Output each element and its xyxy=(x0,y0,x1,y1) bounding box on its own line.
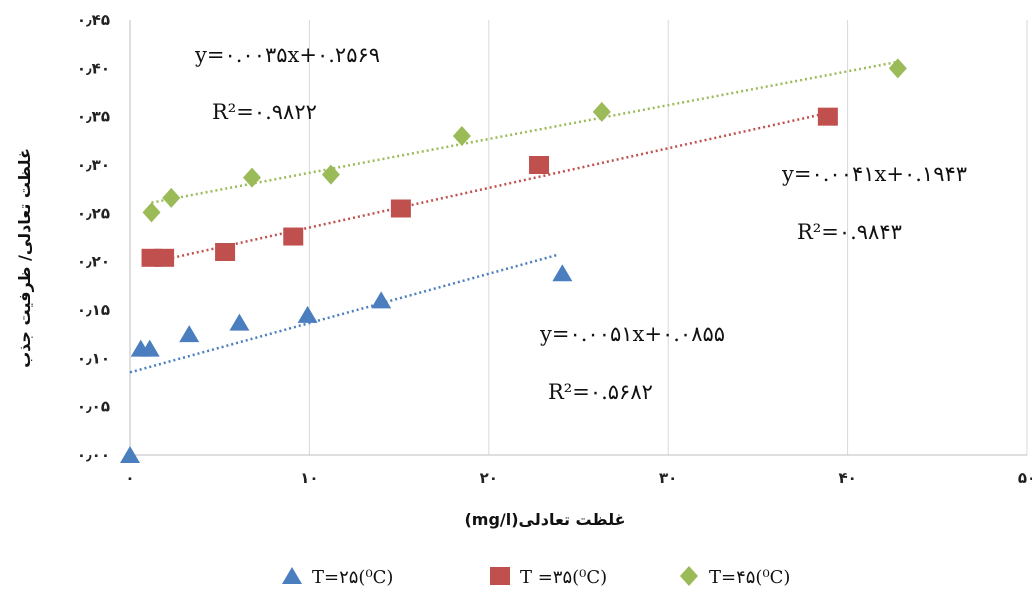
point-diamond xyxy=(592,101,611,122)
y-tick-label: ۰٫۰۵ xyxy=(77,398,110,416)
point-triangle xyxy=(179,325,200,343)
point-square xyxy=(390,199,411,218)
legend-marker-triangle xyxy=(282,567,302,584)
equation-diamond: y=۰.۰۰۳۵x+۰.۲۵۶۹ xyxy=(194,43,380,67)
y-tick-label: ۰٫۳۵ xyxy=(77,108,110,126)
point-diamond xyxy=(321,164,340,185)
point-triangle xyxy=(120,446,140,463)
y-tick-label: ۰٫۱۰ xyxy=(77,349,110,367)
legend-label-diamond: T=۴۵(⁰C) xyxy=(709,567,790,588)
trendlines xyxy=(129,60,899,374)
point-diamond xyxy=(142,202,161,223)
y-tick-label: ۰٫۳۰ xyxy=(77,156,110,174)
y-tick-label: ۰٫۲۵ xyxy=(77,204,110,222)
x-axis-title: غلظت تعادلی(mg/l) xyxy=(464,510,625,529)
x-tick-label: ۴۰ xyxy=(838,469,856,487)
y-tick-label: ۰٫۰۰ xyxy=(77,446,110,464)
point-triangle xyxy=(552,264,573,282)
point-square xyxy=(215,243,236,261)
trendline-triangle xyxy=(129,253,558,374)
legend-label-square: T =۳۵(⁰C) xyxy=(520,567,607,588)
x-tick-label: ۱۰ xyxy=(300,469,318,487)
trendline-square xyxy=(147,111,829,265)
r-squared-square: R²=۰.۹۸۴۳ xyxy=(797,220,902,244)
point-diamond xyxy=(888,58,907,79)
point-diamond xyxy=(242,167,261,188)
legend-marker-square xyxy=(490,567,510,585)
y-tick-label: ۰٫۲۰ xyxy=(77,253,110,271)
data-points xyxy=(120,58,907,463)
y-axis-title: غلظت تعادلی/ ظرفیت جذب xyxy=(15,148,34,368)
legend-marker-diamond xyxy=(680,566,698,586)
x-tick-label: ۰ xyxy=(125,469,134,487)
equation-triangle: y=۰.۰۰۵۱x+۰.۰۸۵۵ xyxy=(539,322,725,346)
r-squared-triangle: R²=۰.۵۶۸۲ xyxy=(548,380,653,404)
point-triangle xyxy=(371,291,392,309)
point-diamond xyxy=(452,126,471,146)
point-triangle xyxy=(229,313,250,331)
equation-square: y=۰.۰۰۴۱x+۰.۱۹۴۳ xyxy=(781,162,967,186)
y-tick-label: ۰٫۴۵ xyxy=(77,11,110,29)
point-square xyxy=(283,227,304,246)
tick-labels: ۰ ۱۰ ۲۰ ۳۰ ۴۰ ۵۰ ۰٫۰۰ ۰٫۰۵ ۰٫۱۰ ۰٫۱۵ ۰٫۲۰ ۰٫۲۵ ۰٫۳۰ ۰… xyxy=(77,11,1032,487)
x-tick-label: ۲۰ xyxy=(480,469,498,487)
point-triangle xyxy=(297,305,318,323)
point-diamond xyxy=(162,187,181,208)
legend-label-triangle: T=۲۵(⁰C) xyxy=(312,567,393,588)
x-tick-label: ۵۰ xyxy=(1018,469,1032,487)
r-squared-diamond: R²=۰.۹۸۲۲ xyxy=(212,100,317,124)
y-tick-label: ۰٫۱۵ xyxy=(77,301,110,319)
point-square xyxy=(529,156,550,174)
point-triangle xyxy=(139,339,160,357)
axes xyxy=(129,20,1027,456)
point-square xyxy=(154,248,175,267)
x-tick-label: ۳۰ xyxy=(659,469,677,487)
legend: T=۲۵(⁰C) T =۳۵(⁰C) T=۴۵(⁰C) xyxy=(282,566,790,588)
trendline-diamond xyxy=(151,60,899,204)
y-tick-label: ۰٫۴۰ xyxy=(77,59,110,77)
equation-annotations: y=۰.۰۰۵۱x+۰.۰۸۵۵ R²=۰.۵۶۸۲ y=۰.۰۰۴۱x+۰.۱۹۴… xyxy=(194,43,967,404)
vertical-gridlines xyxy=(308,20,1028,455)
point-square xyxy=(817,107,838,126)
